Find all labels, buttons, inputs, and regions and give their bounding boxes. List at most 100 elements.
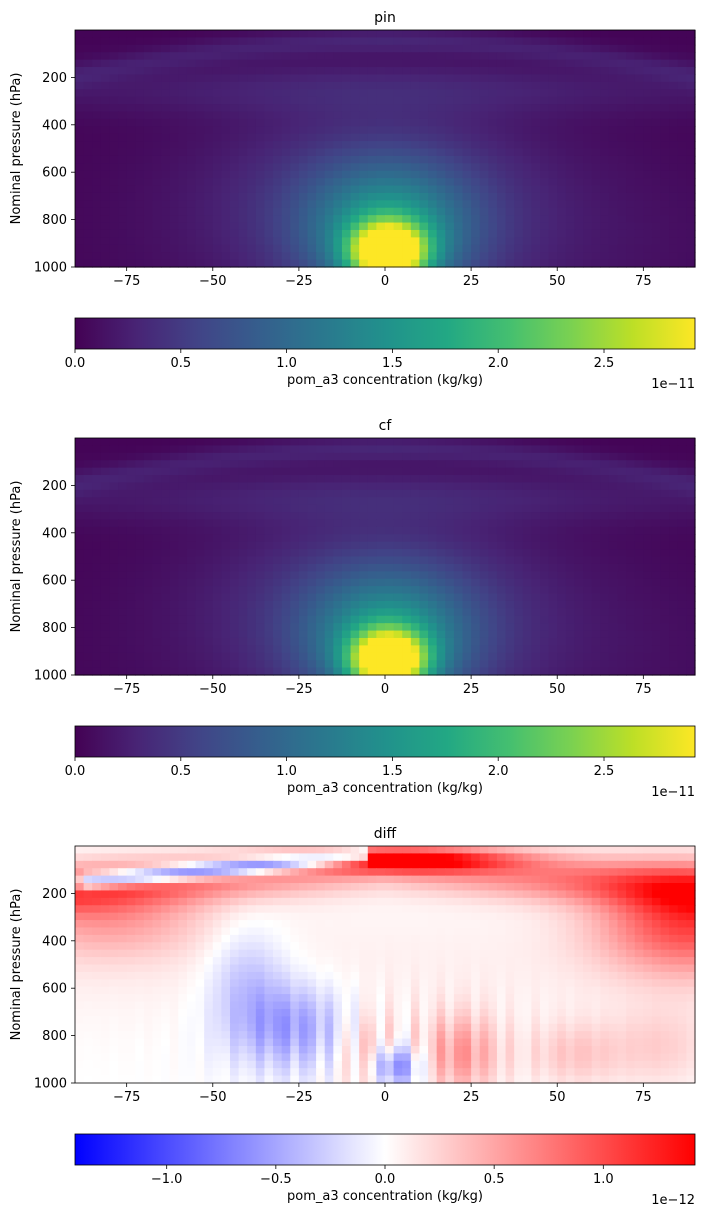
heatmap-cell (600, 556, 610, 565)
heatmap-cell (92, 30, 102, 39)
heatmap-cell (100, 475, 111, 484)
heatmap-cell (92, 222, 102, 231)
heatmap-cell (118, 489, 128, 498)
heatmap-cell (660, 244, 670, 253)
heatmap-cell (109, 104, 119, 113)
heatmap-cell (238, 475, 248, 484)
heatmap-cell (178, 623, 188, 632)
colorbar-label: pom_a3 concentration (kg/kg) (287, 781, 483, 796)
heatmap-cell (230, 252, 240, 261)
heatmap-cell (522, 519, 532, 528)
heatmap-cell (419, 482, 429, 491)
heatmap-cell (281, 519, 291, 528)
heatmap-cell (376, 667, 386, 676)
heatmap-cell (324, 178, 334, 187)
heatmap-cell (548, 571, 558, 580)
heatmap-cell (471, 660, 481, 669)
heatmap-cell (221, 155, 231, 164)
heatmap-cell (100, 652, 111, 661)
heatmap-cell (410, 475, 421, 484)
heatmap-cell (264, 615, 274, 624)
heatmap-cell (118, 259, 128, 268)
heatmap-cell (385, 104, 395, 113)
heatmap-cell (600, 155, 610, 164)
heatmap-cell (522, 59, 532, 68)
heatmap-cell (669, 667, 679, 676)
heatmap-cell (634, 438, 644, 447)
heatmap-cell (634, 163, 644, 172)
heatmap-cell (686, 541, 696, 550)
heatmap-cell (651, 853, 662, 862)
heatmap-cell (316, 667, 326, 676)
heatmap-cell (376, 512, 386, 521)
heatmap-cell (298, 438, 309, 447)
heatmap-cell (583, 170, 593, 179)
heatmap-cell (273, 467, 283, 476)
heatmap-cell (428, 512, 438, 521)
heatmap-cell (161, 148, 171, 157)
heatmap-cell (118, 229, 128, 238)
heatmap-cell (660, 519, 670, 528)
heatmap-cell (135, 170, 145, 179)
heatmap-cell (479, 126, 489, 135)
heatmap-cell (514, 37, 524, 46)
heatmap-cell (393, 259, 403, 268)
heatmap-cell (583, 438, 593, 447)
heatmap-cell (479, 860, 489, 869)
heatmap-cell (471, 526, 481, 535)
heatmap-cell (531, 445, 541, 454)
heatmap-cell (212, 259, 222, 268)
heatmap-cell (385, 445, 395, 454)
heatmap-cell (161, 155, 171, 164)
heatmap-cell (350, 482, 360, 491)
heatmap-cell (75, 475, 85, 484)
heatmap-cell (264, 586, 274, 595)
heatmap-cell (591, 652, 601, 661)
heatmap-cell (651, 556, 662, 565)
heatmap-cell (600, 192, 610, 201)
heatmap-cell (135, 623, 145, 632)
heatmap-cell (316, 868, 326, 877)
heatmap-cell (221, 192, 231, 201)
heatmap-cell (255, 59, 266, 68)
heatmap-cell (100, 608, 111, 617)
heatmap-cell (565, 868, 576, 877)
heatmap-cell (505, 556, 515, 565)
heatmap-cell (92, 467, 102, 476)
heatmap-cell (169, 593, 179, 602)
heatmap-cell (643, 615, 653, 624)
heatmap-cell (238, 133, 248, 142)
heatmap-cell (445, 244, 455, 253)
heatmap-cell (608, 30, 619, 39)
heatmap-cell (583, 222, 593, 231)
heatmap-cell (574, 229, 584, 238)
heatmap-cell (316, 259, 326, 268)
heatmap-cell (505, 37, 515, 46)
heatmap-cell (290, 244, 300, 253)
heatmap-cell (324, 660, 334, 669)
heatmap-cell (496, 504, 507, 513)
heatmap-cell (143, 104, 154, 113)
heatmap-cell (643, 170, 653, 179)
heatmap-cell (385, 89, 395, 98)
heatmap-cell (505, 489, 515, 498)
heatmap-cell (677, 586, 687, 595)
heatmap-cell (583, 623, 593, 632)
heatmap-cell (496, 215, 507, 224)
heatmap-cell (324, 118, 334, 127)
heatmap-cell (419, 104, 429, 113)
heatmap-cell (617, 237, 627, 246)
heatmap-cell (557, 519, 567, 528)
heatmap-cell (341, 571, 352, 580)
heatmap-cell (531, 608, 541, 617)
heatmap-cell (402, 200, 412, 209)
heatmap-cell (100, 512, 111, 521)
heatmap-cell (83, 452, 93, 461)
heatmap-cell (186, 259, 197, 268)
heatmap-cell (221, 30, 231, 39)
heatmap-cell (161, 868, 171, 877)
heatmap-cell (471, 170, 481, 179)
heatmap-cell (402, 452, 412, 461)
heatmap-cell (247, 30, 257, 39)
heatmap-cell (600, 259, 610, 268)
